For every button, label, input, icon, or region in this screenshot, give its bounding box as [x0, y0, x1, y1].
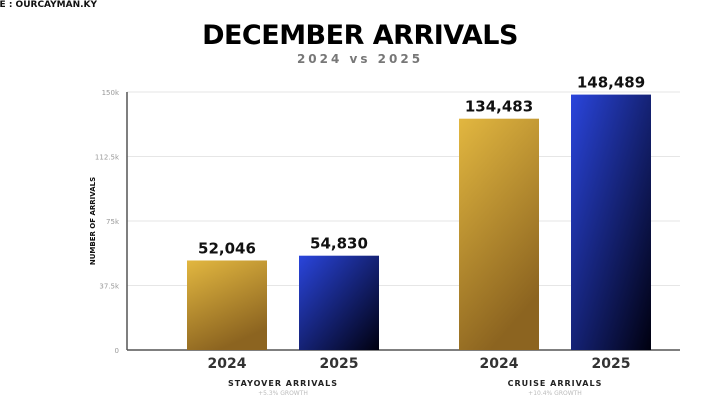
group-label: CRUISE ARRIVALS	[508, 379, 603, 388]
growth-note: +10.4% GROWTH	[528, 390, 582, 397]
x-tick-label: 2025	[320, 356, 359, 372]
y-tick-label: 37.5k	[99, 283, 120, 291]
data-label: 134,483	[465, 98, 533, 116]
chart-title: DECEMBER ARRIVALS	[202, 20, 518, 51]
y-tick-label: 0	[115, 347, 119, 355]
y-axis-label: NUMBER OF ARRIVALS	[89, 177, 97, 265]
chart-subtitle: 2024 vs 2025	[296, 52, 424, 66]
source-label: RCE : OURCAYMAN.KY	[0, 0, 98, 10]
bar-stayover-2024	[187, 260, 267, 350]
y-tick-label: 75k	[106, 218, 120, 226]
y-tick-label: 112.5k	[95, 154, 120, 162]
x-tick-label: 2024	[208, 356, 247, 372]
data-label: 148,489	[577, 74, 645, 92]
group-label: STAYOVER ARRIVALS	[228, 379, 338, 388]
x-tick-label: 2025	[592, 356, 631, 372]
y-tick-label: 150k	[102, 89, 120, 97]
bar-stayover-2025	[299, 255, 379, 350]
data-label: 54,830	[310, 235, 368, 253]
bar-cruise-2024	[459, 118, 539, 350]
data-label: 52,046	[198, 239, 256, 257]
x-tick-label: 2024	[480, 356, 519, 372]
growth-note: +5.3% GROWTH	[258, 390, 308, 397]
bar-cruise-2025	[571, 94, 651, 350]
